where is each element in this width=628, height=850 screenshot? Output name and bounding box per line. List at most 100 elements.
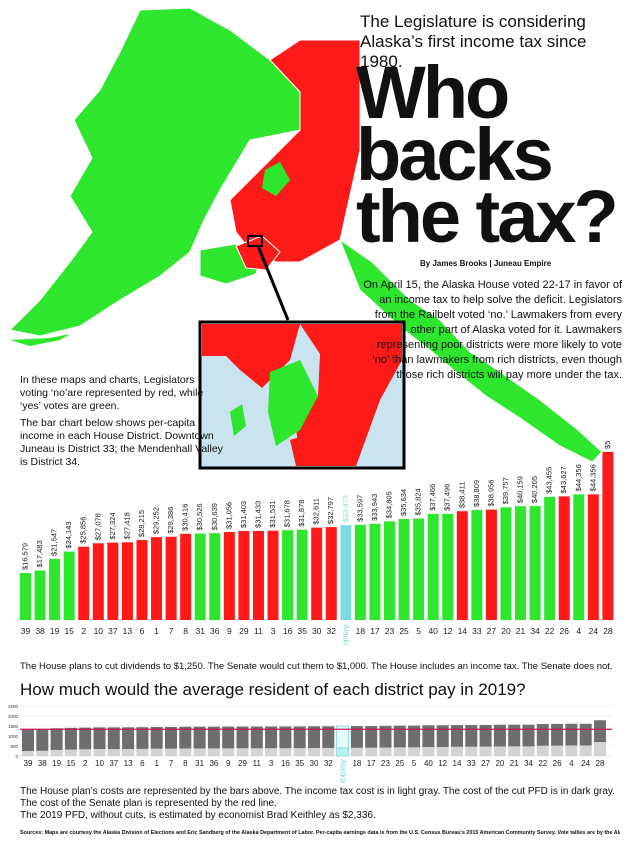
tax-cost-bar [193, 748, 206, 756]
tax-cost-bar [565, 745, 578, 756]
pfd-cost-bar [465, 724, 478, 747]
pay-district-label: 29 [238, 759, 247, 768]
district-tick-label: 17 [370, 626, 380, 636]
income-bar [311, 527, 323, 620]
income-value-label: $29,252 [152, 507, 161, 534]
income-value-label: $31,433 [253, 501, 262, 528]
pay-district-label: 28 [596, 759, 605, 768]
pay-district-label: 23 [381, 759, 390, 768]
tax-cost-bar [594, 742, 606, 756]
income-bar [238, 531, 250, 620]
income-bar [325, 527, 337, 620]
pfd-cost-bar [64, 727, 77, 750]
tax-cost-bar [279, 748, 292, 756]
pfd-cost-bar [22, 729, 34, 751]
note-line-1: The House plan’s costs are represented b… [20, 786, 615, 797]
district-tick-label: Alaska [342, 624, 351, 645]
income-bar [500, 507, 512, 620]
income-value-label: $44,356 [588, 464, 597, 491]
pay-y-tick-label: 1000 [8, 734, 19, 739]
income-value-label: $33,473 [341, 495, 350, 522]
pfd-cost-bar [107, 727, 120, 750]
district-tick-label: 2 [81, 626, 86, 636]
income-value-label: $32,611 [312, 498, 321, 525]
district-tick-label: 10 [94, 626, 104, 636]
pfd-cost-bar [165, 726, 177, 749]
income-bar [78, 546, 90, 620]
district-tick-label: 30 [312, 626, 322, 636]
district-tick-label: 22 [545, 626, 555, 636]
pay-district-label: 27 [481, 759, 490, 768]
income-bar [413, 518, 425, 620]
tax-cost-bar [408, 747, 421, 756]
pay-district-label: 3 [269, 759, 274, 768]
pay-district-label: 38 [38, 759, 47, 768]
pfd-cost-bar [493, 724, 506, 747]
inset-pointer [256, 245, 290, 321]
income-value-label: $37,496 [443, 484, 452, 511]
byline: By James Brooks | Juneau Empire [420, 259, 552, 268]
headline: Who backs the tax? [356, 51, 626, 254]
income-value-label: $21,547 [50, 529, 59, 556]
pay-district-label: 34 [524, 759, 533, 768]
tax-cost-bar [322, 747, 335, 756]
kicker: The Legislature is considering Alaska’s … [360, 12, 622, 72]
tax-cost-bar [250, 748, 263, 756]
district-tick-label: 8 [183, 626, 188, 636]
tax-cost-bar [64, 749, 77, 756]
sources: Sources: Maps are courtesy the Alaska Di… [20, 830, 620, 836]
headline-line-2: backs [356, 113, 554, 196]
district-tick-label: 16 [283, 626, 293, 636]
tax-cost-bar [422, 747, 435, 756]
pfd-cost-bar [479, 724, 492, 747]
district-tick-label: 1 [154, 626, 159, 636]
income-value-label: $31,531 [268, 501, 277, 528]
pay-district-label: 9 [226, 759, 231, 768]
income-bar [282, 530, 294, 620]
income-value-label: $17,483 [35, 540, 44, 567]
pay-district-label: 17 [367, 759, 376, 768]
tax-cost-bar [293, 748, 306, 756]
income-bar [194, 533, 206, 620]
income-value-label: $31,403 [239, 501, 248, 528]
income-value-label: $25,856 [79, 517, 88, 544]
pfd-cost-bar [265, 726, 278, 749]
headline-line-1: Who [356, 51, 510, 134]
pfd-cost-bar [365, 726, 378, 748]
pay-district-label: 13 [124, 759, 133, 768]
income-bar [456, 511, 468, 620]
income-value-label: $32,797 [326, 497, 335, 524]
tax-cost-bar [350, 747, 363, 756]
pfd-cost-bar [93, 727, 106, 750]
income-value-label: $39,757 [501, 477, 510, 504]
pay-y-tick-label: 1500 [8, 724, 19, 729]
pfd-cost-bar [536, 723, 549, 746]
district-tick-label: 32 [327, 626, 337, 636]
tax-cost-bar [479, 746, 492, 756]
legend-para-1: In these maps and charts, Legislators vo… [20, 374, 204, 412]
pfd-cost-bar [279, 726, 292, 749]
income-bar [427, 513, 439, 620]
district-tick-label: 3 [271, 626, 276, 636]
income-value-label: $40,205 [530, 476, 539, 503]
pfd-cost-bar [36, 729, 49, 751]
pfd-cost-bar [408, 725, 421, 748]
income-bar [209, 533, 221, 620]
note-line-3: The 2019 PFD, without cuts, is estimated… [20, 810, 376, 821]
district-tick-label: 5 [416, 626, 421, 636]
income-value-label: $33,943 [370, 494, 379, 521]
pfd-cost-bar [422, 725, 435, 747]
tax-cost-bar [579, 745, 592, 756]
income-value-label: $43,627 [559, 466, 568, 493]
pfd-cost-bar [179, 726, 192, 749]
pay-district-label: Alaska [338, 759, 347, 784]
pay-y-tick-label: 0 [15, 754, 18, 759]
pfd-cost-bar [508, 724, 521, 747]
pay-district-label: 5 [412, 759, 417, 768]
pay-district-label: 14 [453, 759, 462, 768]
district-tick-label: 36 [210, 626, 220, 636]
pfd-cost-bar [236, 726, 249, 749]
pay-district-label: 40 [424, 759, 433, 768]
tax-cost-bar [451, 746, 463, 756]
tax-cost-bar [207, 748, 220, 756]
